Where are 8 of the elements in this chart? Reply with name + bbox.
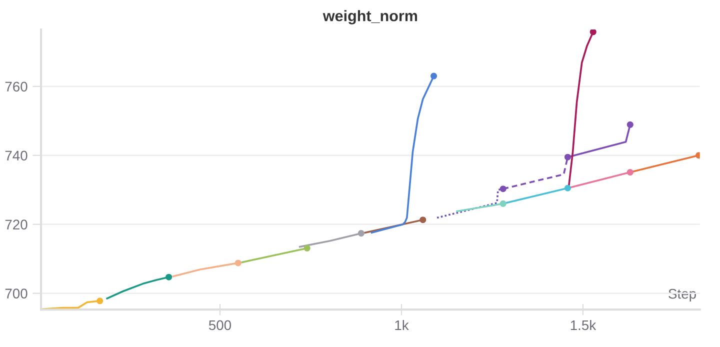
y-tick-label: 740	[5, 150, 28, 161]
y-tick-label: 700	[5, 288, 28, 298]
y-tick-label: 720	[5, 220, 28, 230]
chart-title: weight_norm	[322, 10, 418, 24]
y-tick-label: 760	[5, 82, 28, 92]
x-tick-label: 500	[208, 320, 232, 330]
x-tick-label: 1k	[395, 320, 409, 330]
x-tick-label: 1.5k	[570, 320, 596, 330]
